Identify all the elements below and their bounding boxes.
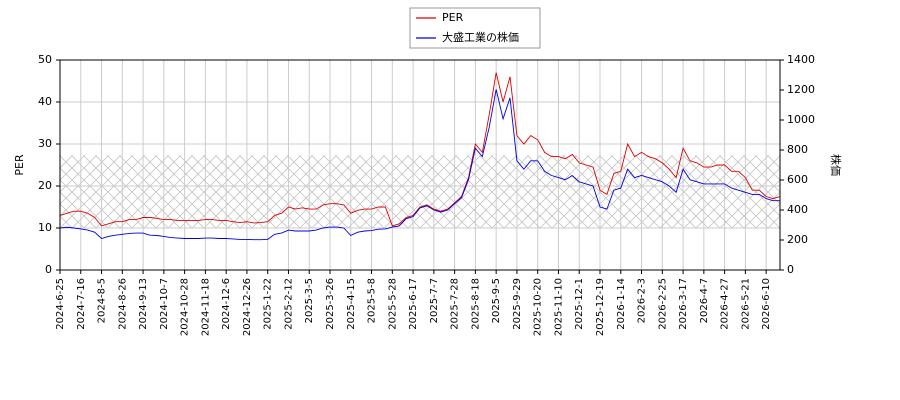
plot-frame: [59, 59, 781, 271]
y-axis-label: PER: [13, 154, 26, 176]
x-tick-label: 2024-9-13: [138, 278, 149, 330]
x-tick-label: 2025-4-15: [346, 278, 357, 330]
x-tick-label: 2025-5-8: [367, 278, 378, 323]
y-tick-label: 40: [38, 95, 52, 108]
x-tick-label: 2025-1-22: [263, 278, 274, 330]
series-line: [59, 72, 781, 227]
x-tick-label: 2025-12-19: [595, 278, 606, 336]
y2-tick-label: 0: [787, 263, 794, 276]
x-tick-label: 2025-9-29: [512, 278, 523, 330]
y2-tick-label: 1400: [787, 53, 815, 66]
x-tick-label: 2025-8-18: [470, 278, 481, 330]
plot-area: 0 10 20 30 40 50 0 200 400 600 800 1000 1200 1400 2024…: [38, 53, 815, 336]
y2-tick-label: 200: [787, 233, 808, 246]
x-tick-label: 2024-10-28: [180, 278, 191, 336]
x-tick-label: 2025-10-20: [533, 278, 544, 336]
x-tick-label: 2026-4-7: [699, 278, 710, 323]
y-tick-label: 10: [38, 221, 52, 234]
x-tick-label: 2026-2-3: [637, 278, 648, 323]
y2-axis-label: 株価: [829, 154, 843, 176]
x-tick-label: 2024-8-26: [117, 278, 128, 330]
x-tick-label: 2026-4-27: [720, 278, 731, 330]
y-tick-label: 50: [38, 53, 52, 66]
y-tick-label: 0: [45, 263, 52, 276]
legend: PER 大盛工業の株価: [409, 7, 541, 49]
x-tick-label: 2025-2-12: [283, 278, 294, 330]
x-tick-label: 2025-3-26: [325, 278, 336, 330]
x-tick-label: 2025-6-17: [408, 278, 419, 330]
y2-tick-label: 1200: [787, 83, 815, 96]
x-tick-label: 2026-3-17: [678, 278, 689, 330]
y2-tick-label: 600: [787, 173, 808, 186]
x-tick-label: 2024-11-18: [200, 278, 211, 336]
legend-box: [409, 7, 541, 49]
x-tick-label: 2025-12-1: [574, 278, 585, 330]
legend-label: 大盛工業の株価: [442, 30, 519, 44]
y2-tick-label: 800: [787, 143, 808, 156]
x-tick-label: 2024-8-5: [97, 278, 108, 323]
x-tick-label: 2026-1-14: [616, 278, 627, 330]
x-tick-label: 2024-6-25: [55, 278, 66, 330]
x-tick-label: 2025-3-5: [304, 278, 315, 323]
x-tick-label: 2025-5-28: [387, 278, 398, 330]
y2-tick-label: 400: [787, 203, 808, 216]
y2-tick-label: 1000: [787, 113, 815, 126]
x-tick-label: 2024-7-16: [76, 278, 87, 330]
shaded-range: [60, 155, 780, 228]
x-tick-label: 2024-12-6: [221, 278, 232, 330]
legend-label: PER: [442, 11, 464, 24]
series-line: [59, 89, 780, 241]
x-tick-label: 2026-6-10: [761, 278, 772, 330]
x-tick-label: 2025-7-7: [429, 278, 440, 323]
y-tick-label: 20: [38, 179, 52, 192]
x-tick-label: 2024-12-26: [242, 278, 253, 336]
x-tick-label: 2024-10-7: [159, 278, 170, 330]
x-tick-label: 2025-7-28: [450, 278, 461, 330]
y-tick-label: 30: [38, 137, 52, 150]
x-tick-label: 2026-5-21: [740, 278, 751, 330]
x-tick-label: 2025-9-5: [491, 278, 502, 323]
x-tick-label: 2025-11-10: [553, 278, 564, 336]
x-tick-label: 2026-2-25: [657, 278, 668, 330]
